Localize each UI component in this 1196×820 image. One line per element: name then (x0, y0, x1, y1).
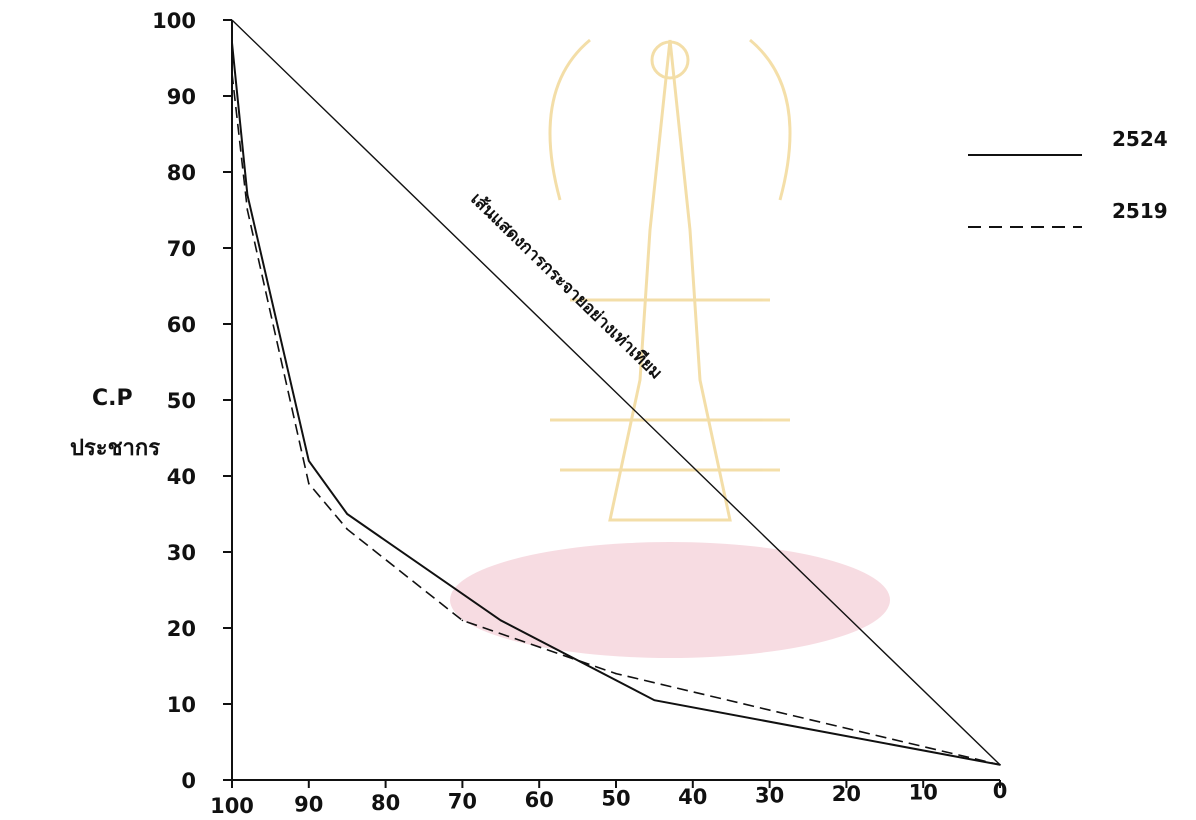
x-tick-label-100: 100 (210, 794, 254, 818)
series-point-2519-4 (461, 619, 464, 622)
series-point-2519-2 (308, 482, 310, 485)
legend-label-2524: 2524 (1112, 127, 1168, 151)
equality-line (231, 19, 1001, 766)
legend-label-2519: 2519 (1112, 199, 1168, 223)
series-point-2519-1 (246, 209, 249, 211)
y-tick-label-80: 80 (167, 161, 196, 185)
x-tick-label-60: 60 (525, 788, 554, 812)
x-tick-label-70: 70 (448, 790, 477, 814)
legend: 2524 2519 (968, 127, 1168, 228)
series-point-2524-1 (246, 194, 249, 196)
series-point-2519-6 (999, 764, 1001, 766)
y-tick-label-70: 70 (167, 237, 196, 261)
y-tick-label-0: 0 (181, 769, 196, 793)
x-tick-label-90: 90 (294, 793, 323, 817)
series-point-2524-0 (231, 42, 233, 44)
x-tick-label-0: 0 (993, 779, 1008, 803)
series-point-2519-5 (615, 672, 617, 675)
series-point-2524-3 (346, 513, 349, 515)
series-point-2524-4 (500, 619, 502, 622)
x-tick-label-80: 80 (371, 791, 400, 815)
y-tick-label-50: 50 (167, 389, 196, 413)
x-tick-label-50: 50 (601, 787, 630, 811)
y-tick-label-60: 60 (167, 313, 196, 337)
series-point-2519-3 (346, 528, 349, 530)
series-line-2524 (231, 42, 1001, 766)
series-lines (231, 42, 1001, 766)
series-point-2524-2 (308, 460, 310, 462)
x-tick-label-20: 20 (832, 782, 861, 806)
y-tick-label-40: 40 (167, 465, 196, 489)
y-tick-label-20: 20 (167, 617, 196, 641)
series-point-2524-5 (653, 699, 656, 701)
y-tick-label-30: 30 (167, 541, 196, 565)
equality-line-label: เส้นแสดงการกระจายอย่างเท่าเทียม (467, 189, 667, 384)
axes (231, 20, 1000, 781)
y-axis-label-cp: C.P (92, 386, 133, 411)
x-tick-label-10: 10 (909, 781, 938, 805)
watermark-emblem (450, 38, 890, 658)
x-tick-label-40: 40 (678, 785, 707, 809)
y-tick-label-90: 90 (167, 85, 196, 109)
y-tick-label-10: 10 (167, 693, 196, 717)
y-axis-label-population: ประชากร (70, 436, 161, 461)
x-tick-label-30: 30 (755, 784, 784, 808)
y-tick-label-100: 100 (152, 9, 196, 33)
series-point-2519-0 (231, 72, 233, 74)
